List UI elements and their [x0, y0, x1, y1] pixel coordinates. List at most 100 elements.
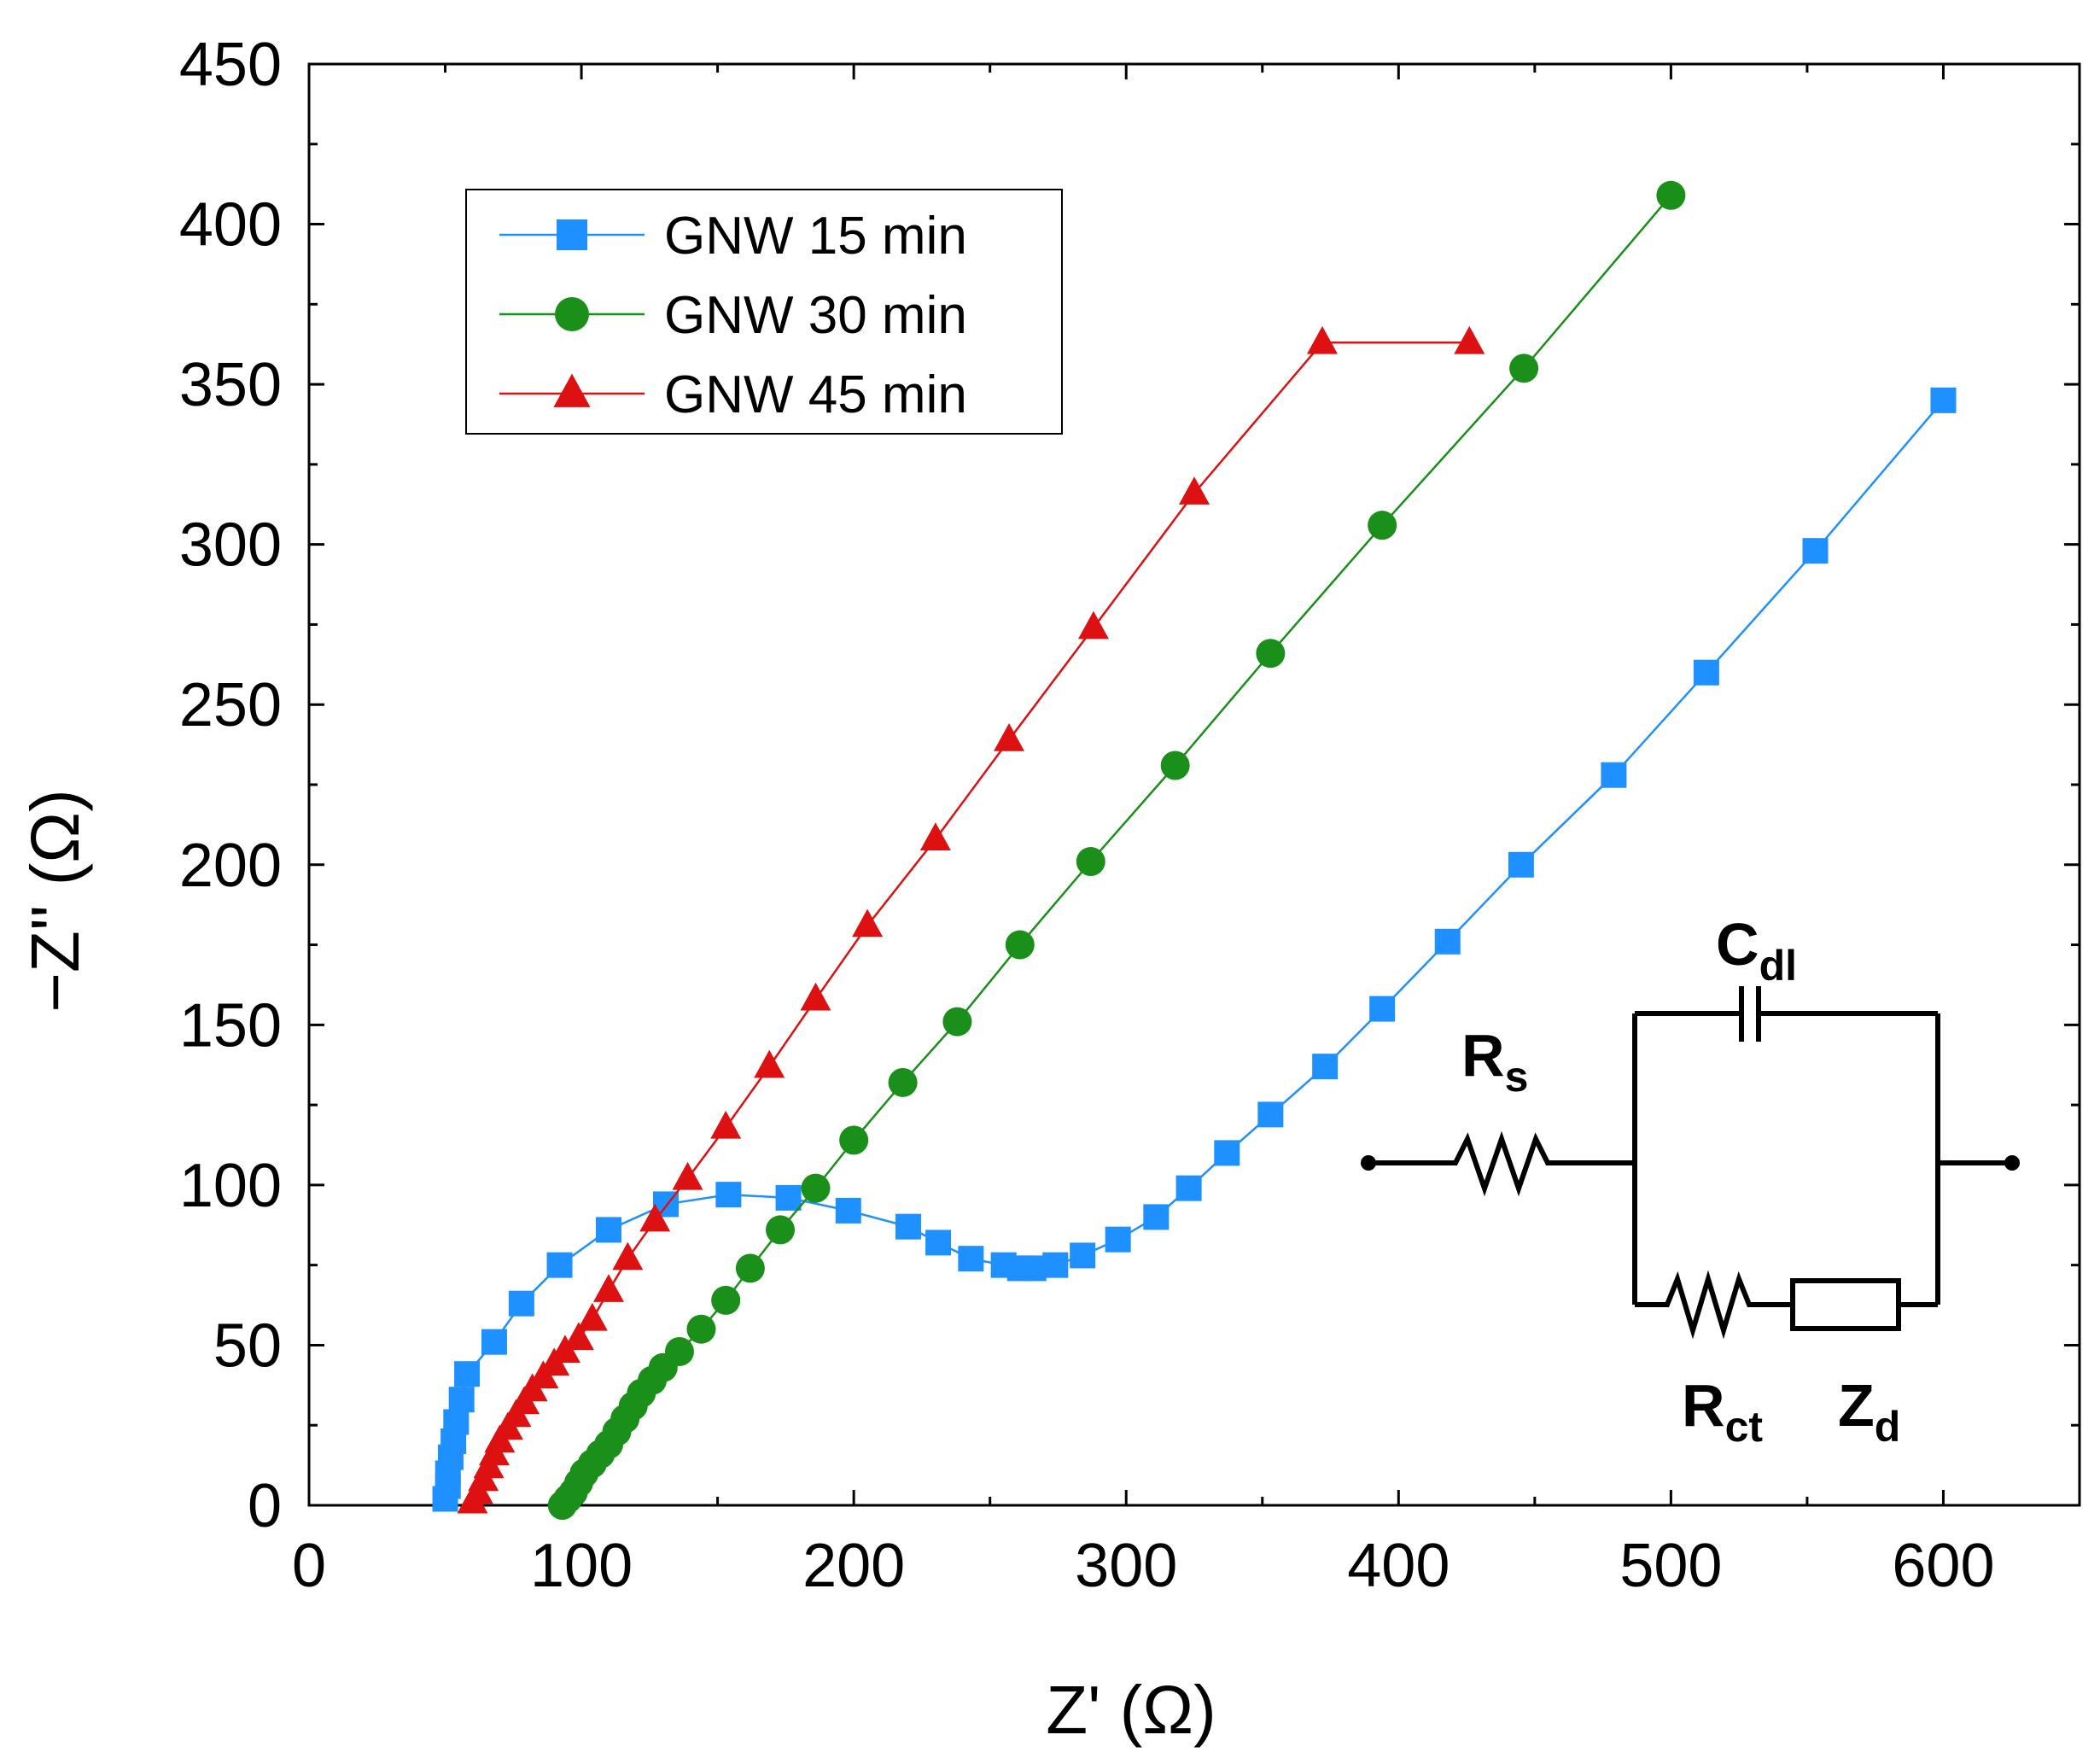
legend-label: GNW 15 min — [664, 207, 967, 266]
x-tick-label: 0 — [292, 1532, 326, 1600]
tick-marks — [307, 62, 2080, 1507]
y-tick-label: 200 — [179, 832, 282, 900]
data-point — [994, 722, 1025, 751]
data-point — [1509, 353, 1539, 383]
series-gnw-30-min — [547, 180, 1686, 1520]
y-tick-label: 250 — [179, 671, 282, 739]
data-point — [1179, 476, 1210, 505]
data-point — [1930, 387, 1957, 413]
data-point — [735, 1253, 765, 1283]
data-point — [595, 1217, 621, 1243]
data-point — [612, 1241, 644, 1270]
legend-label: GNW 45 min — [664, 365, 967, 424]
data-point — [895, 1213, 921, 1240]
resistor-rct — [1635, 1270, 1793, 1340]
data-point — [942, 1007, 972, 1037]
legend-marker — [555, 297, 589, 331]
legend-label: GNW 30 min — [664, 286, 967, 345]
data-point — [448, 1387, 475, 1413]
circuit-label: Zd — [1838, 1372, 1900, 1451]
y-axis-title: −Z'' (Ω) — [17, 789, 93, 1012]
data-point — [1257, 1101, 1284, 1128]
capacitor-cdl — [1739, 986, 1761, 1042]
y-tick-label: 50 — [213, 1311, 282, 1380]
data-point — [664, 1336, 694, 1366]
series-line — [471, 342, 1470, 1503]
data-point — [835, 1197, 861, 1224]
circuit-label-sub: ct — [1725, 1403, 1764, 1451]
series-gnw-45-min — [457, 325, 1485, 1514]
y-tick-label: 150 — [179, 991, 282, 1060]
data-point — [672, 1161, 703, 1190]
data-point — [754, 1049, 785, 1078]
data-point — [546, 1252, 573, 1278]
equivalent-circuit-inset: Rs Cdl Rct Zd — [1361, 911, 2020, 1451]
x-tick-label: 600 — [1892, 1532, 1994, 1600]
legend: GNW 15 min GNW 30 min GNW 45 min — [465, 189, 1063, 435]
legend-marker — [557, 219, 587, 250]
circuit-label-sub: dl — [1759, 942, 1797, 990]
y-tick-label: 450 — [179, 31, 282, 99]
y-tick-label: 400 — [179, 191, 282, 260]
data-point — [1077, 610, 1109, 640]
data-point — [1312, 1054, 1339, 1080]
data-point — [1175, 1175, 1202, 1201]
data-point — [1454, 325, 1485, 354]
tick-labels: 0 100 200 300 400 500 600 0 50 100 150 200 250 300 350… — [179, 31, 1995, 1600]
data-point — [592, 1274, 624, 1302]
y-tick-label: 300 — [179, 511, 282, 580]
data-point — [686, 1314, 716, 1344]
data-point — [766, 1215, 796, 1245]
data-point — [852, 908, 884, 937]
series-layer — [432, 180, 1957, 1520]
data-point — [1042, 1252, 1069, 1278]
data-point — [715, 1182, 742, 1208]
data-point — [1076, 847, 1105, 877]
data-point — [443, 1409, 470, 1435]
data-point — [481, 1329, 507, 1355]
data-point — [1369, 996, 1396, 1022]
data-point — [775, 1184, 802, 1211]
data-point — [839, 1125, 869, 1155]
circuit-label-main: R — [1461, 1022, 1505, 1089]
data-point — [1214, 1140, 1240, 1166]
impedance-zd — [1790, 1278, 1901, 1331]
data-point — [919, 822, 951, 850]
data-point — [454, 1361, 481, 1387]
data-point — [1005, 930, 1035, 960]
circuit-label-sub: s — [1505, 1053, 1529, 1101]
data-point — [1070, 1242, 1096, 1269]
data-point — [1508, 851, 1534, 878]
circuit-label-sub: d — [1875, 1403, 1901, 1451]
circuit-label: Rct — [1682, 1372, 1763, 1451]
circuit-label-main: Z — [1838, 1372, 1875, 1439]
circuit-label: Rs — [1461, 1022, 1528, 1101]
data-point — [1693, 659, 1719, 686]
data-point — [1601, 762, 1627, 788]
y-tick-label: 350 — [179, 351, 282, 419]
x-tick-label: 400 — [1347, 1532, 1450, 1600]
x-tick-label: 300 — [1075, 1532, 1177, 1600]
data-point — [1306, 325, 1338, 354]
data-point — [563, 1322, 594, 1351]
data-point — [1143, 1204, 1170, 1230]
data-point — [958, 1246, 984, 1272]
data-point — [1368, 511, 1397, 540]
circuit-label-main: C — [1716, 911, 1759, 978]
resistor-rs — [1368, 1130, 1635, 1197]
data-point — [710, 1110, 742, 1139]
data-point — [1020, 1255, 1047, 1282]
x-tick-label: 500 — [1619, 1532, 1722, 1600]
legend-marker — [553, 373, 591, 407]
data-point — [1256, 639, 1286, 669]
x-tick-label: 200 — [802, 1532, 905, 1600]
circuit-label: Cdl — [1716, 911, 1797, 990]
x-tick-label: 100 — [530, 1532, 633, 1600]
data-point — [711, 1285, 741, 1315]
data-point — [576, 1302, 608, 1331]
data-point — [1434, 928, 1461, 955]
data-point — [1656, 180, 1686, 210]
data-point — [639, 1203, 671, 1232]
